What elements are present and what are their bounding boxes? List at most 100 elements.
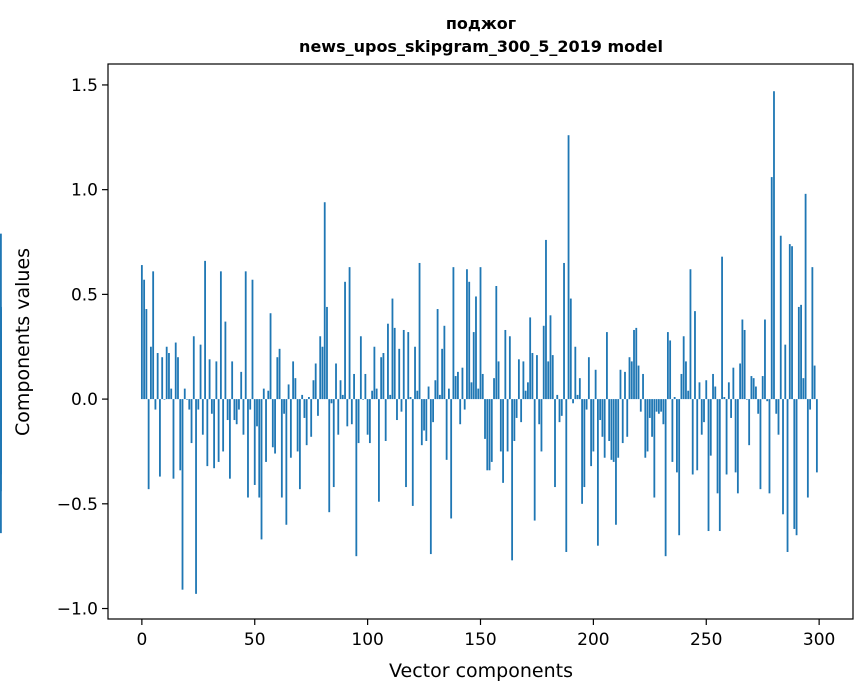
bar-249: [703, 399, 705, 423]
bar-250: [705, 380, 708, 400]
bar-110: [389, 394, 392, 400]
bar-135: [445, 399, 448, 460]
bar-230: [660, 399, 663, 412]
bar-241: [685, 361, 687, 400]
bar-109: [387, 323, 389, 400]
bar-77: [314, 363, 317, 400]
bar-192: [574, 346, 577, 400]
bar-19: [183, 388, 186, 400]
bar-179: [545, 239, 547, 400]
bar-58: [271, 399, 274, 448]
bar-209: [612, 399, 615, 462]
bar-32: [213, 399, 216, 469]
x-axis-ticks: 0 50 100 150 200 250 300: [136, 619, 835, 650]
bar-254: [714, 386, 717, 400]
bar-1: [143, 279, 146, 400]
bar-63: [283, 399, 285, 414]
bar-215: [626, 399, 629, 437]
bar-128: [429, 399, 432, 555]
bar-158: [497, 361, 500, 400]
bar-185: [558, 399, 561, 423]
y-tick-label: −1.0: [57, 600, 98, 620]
bar-102: [371, 390, 374, 400]
bar-187: [563, 262, 565, 400]
bar-173: [531, 353, 534, 400]
chart-subtitle: news_upos_skipgram_300_5_2019 model: [299, 37, 663, 56]
bar-8: [159, 399, 161, 477]
bar-18: [181, 399, 184, 590]
bar-148: [475, 296, 477, 400]
bar-37: [224, 321, 227, 400]
bar-243: [689, 269, 692, 400]
bar-14: [172, 399, 175, 479]
bar-123: [418, 262, 421, 400]
bar-35: [219, 271, 222, 400]
bar-264: [736, 399, 739, 494]
bar-92: [348, 267, 351, 400]
bar-273: [757, 399, 760, 414]
bar-62: [280, 399, 283, 498]
bar-182: [551, 355, 554, 400]
bar-178: [542, 325, 545, 400]
y-axis-ticks: −1.0 −0.5 0.0 0.5 1.0 1.5: [57, 76, 108, 620]
bar-undefined: [0, 367, 2, 400]
bar-60: [276, 357, 279, 400]
bar-171: [527, 382, 529, 400]
bar-55: [265, 399, 267, 462]
bar-38: [226, 399, 229, 421]
bar-190: [569, 298, 572, 400]
bar-232: [664, 399, 667, 557]
bar-9: [161, 357, 164, 400]
bar-111: [391, 298, 394, 400]
bar-223: [644, 399, 647, 458]
bar-261: [730, 399, 732, 418]
bar-142: [461, 367, 464, 400]
bar-194: [578, 378, 581, 400]
bar-176: [538, 399, 541, 425]
bar-83: [328, 399, 331, 513]
bar-266: [741, 319, 744, 400]
bar-269: [748, 399, 751, 446]
bar-45: [242, 399, 245, 435]
bar-236: [673, 397, 676, 400]
bar-287: [788, 244, 791, 400]
bar-125: [423, 399, 425, 431]
bar-231: [662, 399, 665, 425]
bar-181: [549, 315, 552, 400]
bar-166: [515, 399, 518, 418]
bar-188: [565, 399, 568, 552]
bar-162: [506, 399, 509, 452]
bar-73: [305, 399, 308, 446]
bar-288: [791, 246, 793, 400]
bar-210: [615, 399, 617, 525]
bar-28: [204, 260, 206, 400]
bar-296: [809, 399, 812, 410]
bar-265: [739, 363, 742, 400]
bar-146: [470, 382, 473, 400]
bar-228: [655, 399, 658, 412]
bar-174: [533, 399, 536, 521]
bar-119: [409, 397, 412, 400]
bar-103: [373, 346, 376, 400]
bar-169: [522, 361, 525, 400]
bar-88: [339, 380, 342, 400]
bar-57: [269, 313, 272, 400]
bar-211: [617, 399, 620, 458]
x-tick-label: 250: [690, 630, 722, 650]
bar-221: [639, 399, 642, 412]
bar-30: [208, 359, 211, 400]
bar-121: [414, 346, 416, 400]
bar-52: [258, 399, 261, 498]
bar-196: [583, 399, 586, 488]
bar-71: [301, 394, 304, 400]
bar-259: [725, 399, 728, 475]
bar-114: [398, 348, 401, 400]
bars-group: [0, 91, 818, 594]
bar-280: [773, 91, 775, 400]
bar-283: [779, 235, 782, 400]
bar-238: [678, 399, 681, 536]
bar-227: [653, 399, 656, 498]
bar-80: [321, 346, 324, 400]
bar-186: [560, 399, 563, 416]
